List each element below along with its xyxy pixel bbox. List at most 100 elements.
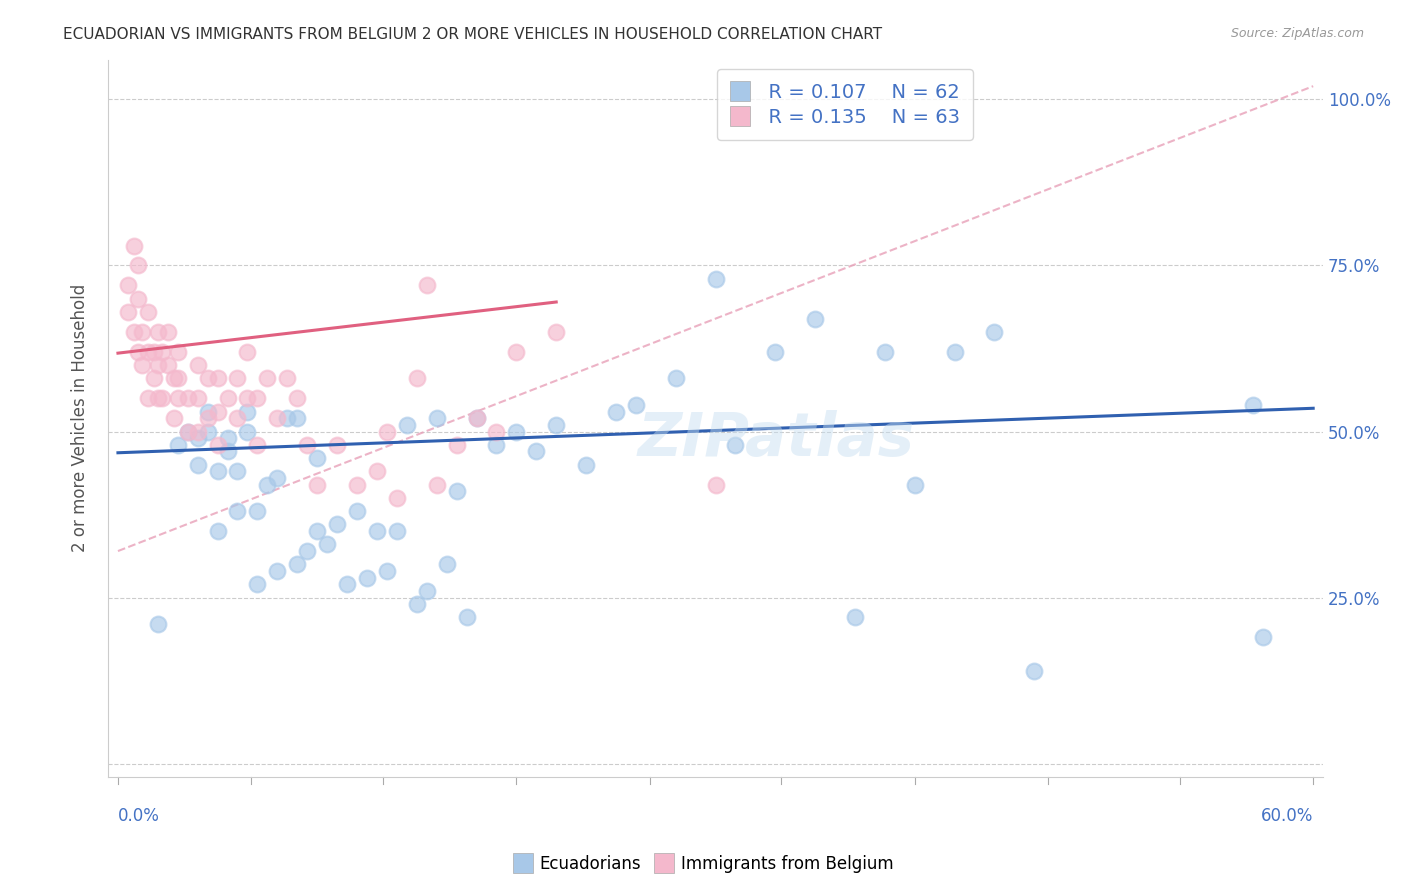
- Point: [426, 411, 449, 425]
- Point: [276, 411, 298, 425]
- Point: [983, 325, 1005, 339]
- Point: [187, 458, 209, 472]
- Text: 0.0%: 0.0%: [118, 806, 160, 825]
- Point: [266, 564, 288, 578]
- Point: [375, 564, 398, 578]
- Point: [505, 344, 527, 359]
- Point: [575, 458, 598, 472]
- Point: [366, 464, 388, 478]
- Point: [146, 392, 169, 406]
- Point: [295, 438, 318, 452]
- Point: [207, 464, 229, 478]
- Legend:   R = 0.107    N = 62,   R = 0.135    N = 63: R = 0.107 N = 62, R = 0.135 N = 63: [717, 70, 973, 140]
- Point: [207, 524, 229, 538]
- Point: [295, 544, 318, 558]
- Point: [266, 471, 288, 485]
- Point: [385, 524, 408, 538]
- Point: [405, 371, 427, 385]
- Point: [763, 344, 786, 359]
- Point: [187, 358, 209, 372]
- Point: [166, 438, 188, 452]
- Point: [285, 411, 308, 425]
- Point: [336, 577, 359, 591]
- Text: ECUADORIAN VS IMMIGRANTS FROM BELGIUM 2 OR MORE VEHICLES IN HOUSEHOLD CORRELATIO: ECUADORIAN VS IMMIGRANTS FROM BELGIUM 2 …: [63, 27, 883, 42]
- Point: [127, 292, 149, 306]
- Point: [236, 404, 259, 418]
- Point: [246, 504, 269, 518]
- Point: [176, 392, 198, 406]
- Point: [131, 358, 153, 372]
- Point: [146, 617, 169, 632]
- Point: [844, 610, 866, 624]
- Point: [665, 371, 688, 385]
- Point: [395, 417, 418, 432]
- Point: [207, 404, 229, 418]
- Y-axis label: 2 or more Vehicles in Household: 2 or more Vehicles in Household: [72, 285, 89, 552]
- Point: [385, 491, 408, 505]
- Point: [226, 411, 249, 425]
- Point: [1241, 398, 1264, 412]
- Point: [326, 517, 349, 532]
- Point: [187, 431, 209, 445]
- Point: [256, 371, 278, 385]
- Point: [156, 358, 179, 372]
- Point: [704, 477, 727, 491]
- Point: [176, 425, 198, 439]
- Point: [307, 477, 329, 491]
- Point: [724, 438, 747, 452]
- Point: [465, 411, 488, 425]
- Point: [446, 484, 468, 499]
- Point: [197, 411, 219, 425]
- Point: [873, 344, 896, 359]
- Point: [307, 451, 329, 466]
- Point: [187, 425, 209, 439]
- Point: [256, 477, 278, 491]
- Point: [943, 344, 966, 359]
- Point: [166, 371, 188, 385]
- Point: [226, 464, 249, 478]
- Point: [122, 325, 145, 339]
- Point: [131, 325, 153, 339]
- Text: 60.0%: 60.0%: [1261, 806, 1313, 825]
- Point: [524, 444, 547, 458]
- Point: [316, 537, 339, 551]
- Point: [456, 610, 478, 624]
- Point: [485, 425, 508, 439]
- Point: [236, 392, 259, 406]
- Point: [446, 438, 468, 452]
- Point: [546, 417, 568, 432]
- Point: [176, 425, 198, 439]
- Point: [1024, 664, 1046, 678]
- Point: [505, 425, 527, 439]
- Point: [207, 371, 229, 385]
- Point: [904, 477, 927, 491]
- Point: [226, 504, 249, 518]
- Point: [207, 438, 229, 452]
- Point: [163, 411, 186, 425]
- Point: [166, 392, 188, 406]
- Point: [236, 425, 259, 439]
- Point: [217, 392, 239, 406]
- Point: [146, 325, 169, 339]
- Legend: Ecuadorians, Immigrants from Belgium: Ecuadorians, Immigrants from Belgium: [506, 848, 900, 880]
- Point: [150, 392, 173, 406]
- Point: [285, 392, 308, 406]
- Point: [142, 344, 165, 359]
- Point: [415, 583, 437, 598]
- Point: [276, 371, 298, 385]
- Point: [136, 344, 159, 359]
- Point: [156, 325, 179, 339]
- Point: [217, 431, 239, 445]
- Point: [127, 259, 149, 273]
- Point: [375, 425, 398, 439]
- Point: [217, 444, 239, 458]
- Point: [415, 278, 437, 293]
- Point: [136, 305, 159, 319]
- Point: [226, 371, 249, 385]
- Point: [166, 344, 188, 359]
- Point: [285, 558, 308, 572]
- Point: [624, 398, 647, 412]
- Point: [1253, 631, 1275, 645]
- Point: [465, 411, 488, 425]
- Point: [187, 392, 209, 406]
